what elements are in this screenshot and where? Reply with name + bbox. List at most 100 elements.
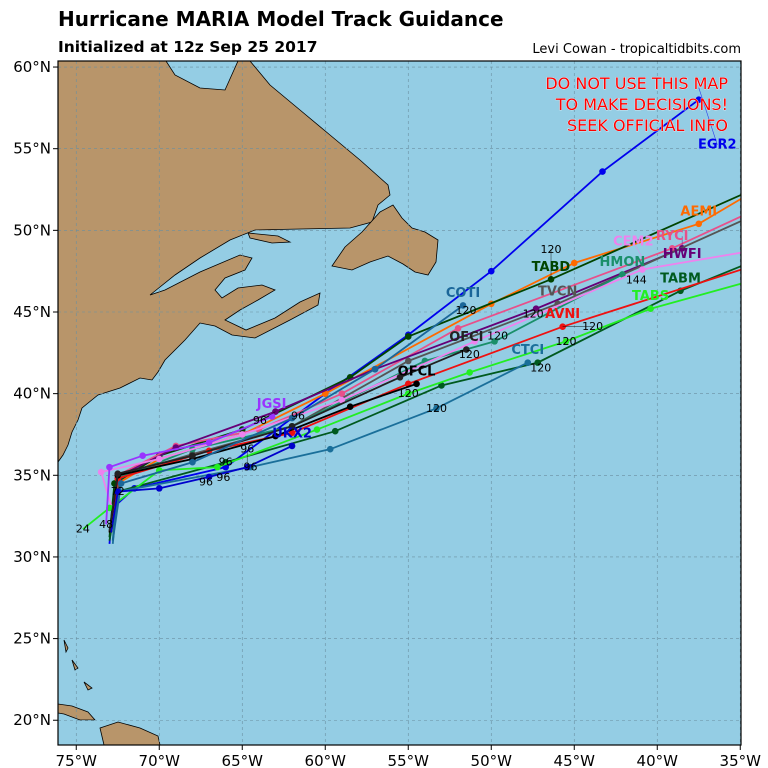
track-point xyxy=(668,245,676,252)
track-point xyxy=(487,267,495,275)
lon-tick-label: 75°W xyxy=(56,752,98,768)
track-point xyxy=(205,473,213,481)
map-frame xyxy=(57,60,742,746)
lat-tick-label: 30°N xyxy=(13,548,51,566)
track-point xyxy=(214,463,221,471)
track-point xyxy=(238,431,246,438)
track-point xyxy=(371,365,379,373)
track-point xyxy=(189,458,196,466)
track-point xyxy=(346,403,354,411)
track-point xyxy=(466,369,473,376)
track-point xyxy=(331,427,339,435)
track-point xyxy=(599,168,606,175)
lon-tick-label: 70°W xyxy=(139,752,181,768)
lon-tick-label: 45°W xyxy=(554,752,596,768)
model-label: CEM2 xyxy=(613,234,653,249)
track-point xyxy=(695,96,703,104)
model-label: CTCI xyxy=(511,343,544,358)
track-point xyxy=(155,485,163,492)
track-point xyxy=(155,455,163,463)
model-label: HMON xyxy=(600,255,646,270)
track-point xyxy=(97,468,105,476)
forecast-hour-label: 24 xyxy=(76,523,90,536)
track-point xyxy=(338,390,346,397)
track-point xyxy=(272,432,279,440)
forecast-hour-label: 120 xyxy=(459,348,480,361)
model-label: JGSI xyxy=(256,397,287,412)
model-label: UKX2 xyxy=(272,426,312,441)
lat-tick-label: 50°N xyxy=(13,221,51,239)
track-ukx2[interactable] xyxy=(110,442,296,533)
forecast-hour-label: 96 xyxy=(253,414,267,427)
track-labels: EGR2 AEMI 120 TABD RYCI 96 120 HWFI TVCN 96 120 HMO… xyxy=(76,137,737,535)
track-point xyxy=(272,408,279,415)
lat-tick-label: 40°N xyxy=(13,385,51,403)
forecast-hour-label: 96 xyxy=(291,409,305,422)
track-line xyxy=(111,215,741,525)
track-point xyxy=(114,488,122,495)
track-point xyxy=(288,423,296,430)
label-leader-line xyxy=(698,87,718,145)
model-label: EGR2 xyxy=(698,137,737,152)
forecast-hour-label: 144 xyxy=(626,273,647,286)
label-leader-line xyxy=(633,241,643,258)
track-point xyxy=(562,338,570,345)
lat-tick-label: 60°N xyxy=(13,58,51,76)
track-point xyxy=(454,325,462,332)
track-point xyxy=(404,390,412,397)
model-label: COTI xyxy=(446,286,480,301)
forecast-hour-label: 96 xyxy=(240,443,254,456)
forecast-hour-label: 120 xyxy=(541,243,562,256)
model-label: HWFI xyxy=(663,247,702,262)
lat-tick-label: 45°N xyxy=(13,303,51,321)
newfoundland-land xyxy=(331,204,439,276)
track-point xyxy=(695,220,703,228)
forecast-hour-label: 120 xyxy=(555,335,576,348)
track-point xyxy=(189,452,196,459)
warning-line: DO NOT USE THIS MAP xyxy=(545,74,728,93)
track-point xyxy=(524,359,532,366)
warning-text: DO NOT USE THIS MAP TO MAKE DECISIONS! S… xyxy=(545,74,729,136)
model-label: AEMI xyxy=(680,204,717,219)
forecast-hour-label: 120 xyxy=(398,387,419,400)
forecast-hour-label: 120 xyxy=(487,330,508,343)
forecast-hour-label: 96 xyxy=(244,461,258,474)
track-point xyxy=(639,266,646,273)
forecast-hour-label: 96 xyxy=(219,456,233,469)
model-label: OFCI xyxy=(449,330,483,345)
track-point xyxy=(463,346,470,353)
forecast-hour-label: 120 xyxy=(523,307,544,320)
track-point xyxy=(413,380,420,388)
track-point xyxy=(338,396,346,404)
model-tracks xyxy=(82,96,741,544)
track-point xyxy=(532,305,540,313)
label-leader-line xyxy=(259,411,276,421)
lat-tick-label: 55°N xyxy=(13,140,51,158)
track-point xyxy=(471,338,478,345)
anticosti-island xyxy=(247,232,292,244)
track-point xyxy=(433,405,440,412)
lat-tick-label: 20°N xyxy=(13,711,51,729)
track-point xyxy=(139,452,146,459)
track-point xyxy=(396,374,404,381)
track-point xyxy=(570,259,578,267)
track-point xyxy=(326,445,334,453)
credit-text: Levi Cowan - tropicaltidbits.com xyxy=(532,42,741,57)
hispaniola-land xyxy=(99,721,161,745)
north-america-land xyxy=(58,61,391,463)
track-line xyxy=(110,445,293,533)
grid-lines xyxy=(58,61,741,745)
lon-tick-label: 40°W xyxy=(637,752,679,768)
track-jgsi[interactable] xyxy=(105,413,276,525)
track-point xyxy=(243,463,251,471)
axis-ticks: 75°W 70°W 65°W 60°W 55°W 50°W 45°W 40°W 35°W 20°N… xyxy=(13,58,761,768)
lat-tick-label: 35°N xyxy=(13,466,51,484)
forecast-hour-label: 120 xyxy=(456,304,477,317)
model-label: TABS xyxy=(632,289,669,304)
land xyxy=(58,61,439,745)
track-point xyxy=(268,413,276,420)
track-point xyxy=(288,442,296,450)
lon-tick-label: 50°W xyxy=(471,752,513,768)
forecast-hour-label: 120 xyxy=(530,361,551,374)
